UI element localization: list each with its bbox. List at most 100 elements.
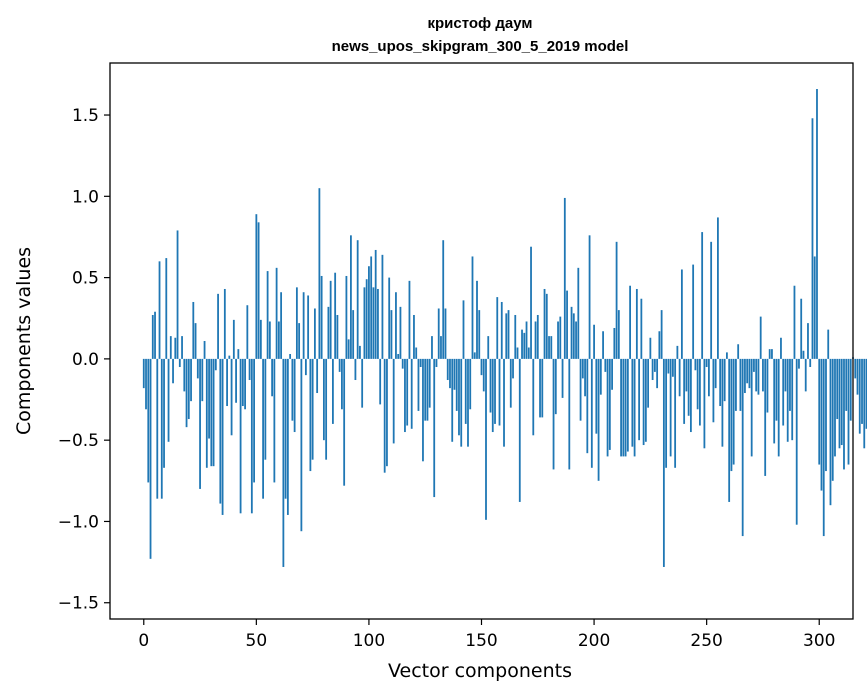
bar [840, 358, 843, 446]
bar [217, 293, 219, 359]
bar [496, 297, 499, 359]
bar [626, 358, 629, 452]
bar [491, 358, 494, 433]
bar [539, 358, 541, 418]
bar [338, 358, 341, 372]
bar [570, 306, 573, 359]
bar [782, 358, 785, 426]
bar [559, 316, 562, 359]
bar [548, 336, 550, 359]
bar [649, 337, 652, 359]
bar [142, 358, 145, 389]
x-tick-label: 100 [353, 631, 385, 651]
bar [699, 358, 701, 426]
bar [762, 358, 764, 392]
bar [692, 264, 695, 359]
bar [203, 341, 206, 359]
bar [658, 331, 661, 359]
bar [410, 358, 413, 429]
bar [322, 358, 325, 441]
bar [219, 358, 222, 504]
bar [773, 358, 776, 444]
bar [174, 337, 177, 359]
bar [593, 324, 595, 359]
bar [417, 358, 420, 411]
bar [379, 358, 382, 405]
chart-subtitle: news_upos_skipgram_300_5_2019 model [332, 38, 629, 55]
bar [543, 288, 546, 359]
bar [401, 358, 404, 369]
bar [530, 246, 532, 359]
bar [365, 279, 368, 359]
bar [160, 358, 163, 499]
bar [726, 352, 728, 359]
bar [856, 358, 859, 395]
bar [244, 358, 246, 410]
bar [464, 358, 467, 424]
bar [289, 354, 292, 359]
bar [696, 358, 699, 410]
bar [363, 287, 366, 359]
bar [550, 336, 553, 359]
bar [750, 358, 753, 457]
bar [735, 358, 737, 411]
bar [631, 358, 634, 447]
bar [775, 358, 778, 421]
bar [268, 321, 271, 359]
bar [399, 306, 402, 359]
bar [341, 358, 343, 410]
bar [665, 358, 668, 468]
bar [489, 358, 492, 413]
bar [705, 358, 708, 368]
bar [230, 358, 233, 436]
bar [834, 358, 836, 457]
bar [280, 292, 283, 359]
bar [397, 354, 400, 359]
bar [482, 358, 485, 392]
bar [818, 358, 821, 465]
bar [480, 358, 483, 376]
bar [500, 301, 503, 359]
bar [392, 358, 395, 444]
bar [674, 358, 677, 468]
bar [669, 358, 672, 457]
bar [635, 288, 638, 359]
bar [611, 358, 613, 390]
bar [318, 188, 321, 359]
bar [449, 358, 451, 389]
bar [320, 275, 323, 359]
bar [536, 314, 539, 359]
bar [307, 295, 310, 359]
bar [259, 319, 262, 359]
bar [831, 358, 834, 481]
bar [494, 358, 496, 424]
bar [822, 358, 825, 537]
bar [755, 358, 758, 392]
bar [843, 358, 845, 470]
bar [370, 256, 373, 359]
bar [473, 352, 476, 359]
bar [266, 271, 269, 359]
bar [838, 358, 841, 449]
bar [478, 310, 481, 359]
bar [350, 235, 352, 359]
bar [440, 336, 442, 359]
bar [793, 285, 796, 359]
bar [422, 358, 424, 462]
x-tick-label: 50 [246, 631, 268, 651]
bar [255, 214, 258, 359]
bar [710, 241, 713, 359]
bar [453, 358, 456, 390]
bar [579, 358, 582, 421]
bar [678, 358, 681, 397]
bar [262, 358, 264, 499]
bar [185, 358, 188, 428]
bar [656, 358, 659, 389]
y-tick-label: −0.5 [58, 431, 99, 451]
bar [845, 358, 848, 411]
bar [687, 358, 690, 416]
bar [505, 313, 508, 359]
bar [599, 358, 602, 395]
bar [633, 358, 636, 457]
bar [629, 285, 631, 359]
